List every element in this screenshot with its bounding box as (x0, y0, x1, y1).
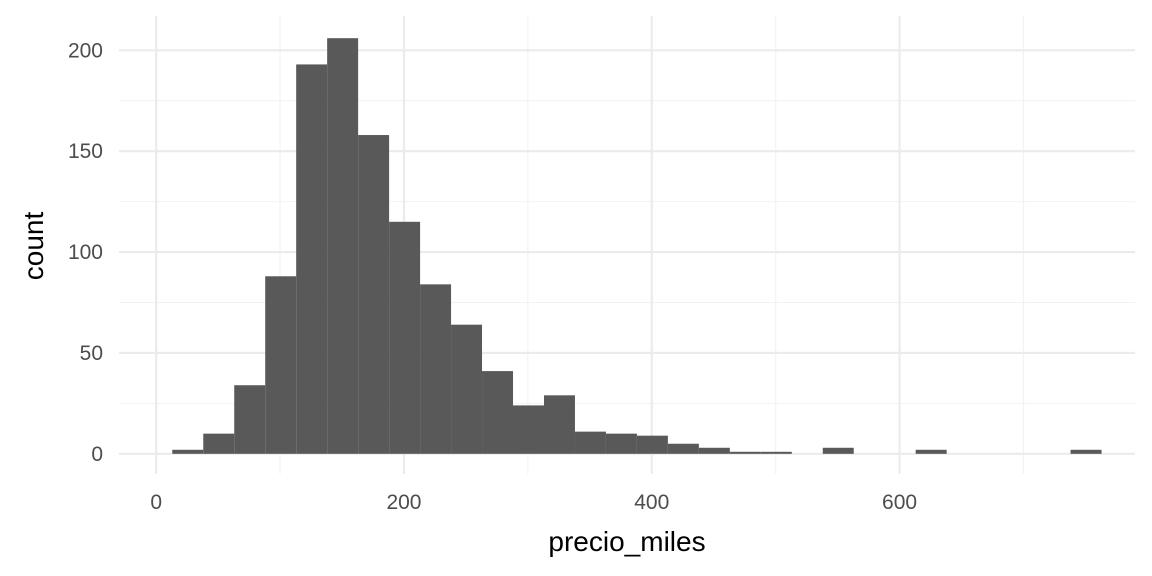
histogram-bar (760, 451, 792, 454)
histogram-bar (358, 135, 390, 454)
histogram-bar (605, 433, 637, 454)
histogram-bar (327, 38, 359, 454)
histogram-bar (172, 449, 204, 454)
histogram-bar (822, 447, 854, 454)
histogram-bar (451, 324, 483, 454)
histogram-bar (265, 276, 297, 454)
histogram-bar (203, 433, 235, 454)
histogram-bars (172, 38, 1102, 454)
histogram-bar (1070, 449, 1102, 454)
histogram-bar (698, 447, 730, 454)
x-tick-label: 400 (634, 491, 669, 514)
histogram-bar (636, 435, 668, 454)
histogram-bar (389, 221, 421, 454)
histogram-bar (667, 443, 699, 454)
x-tick-label: 200 (386, 491, 421, 514)
histogram-bar (513, 405, 544, 454)
x-tick-label: 600 (882, 491, 917, 514)
y-tick-label: 0 (91, 443, 103, 466)
histogram-bar (574, 431, 606, 454)
histogram-bar (915, 449, 947, 454)
y-tick-label: 200 (68, 39, 103, 62)
y-tick-label: 150 (68, 140, 103, 163)
y-tick-label: 50 (80, 342, 103, 365)
histogram-bar (543, 395, 575, 454)
y-axis-ticks: 0 50 100 150 200 (68, 39, 103, 466)
histogram-bar (729, 451, 761, 454)
histogram-bar (420, 284, 452, 454)
histogram-bar (482, 371, 514, 454)
x-tick-label: 0 (150, 491, 162, 514)
x-axis-ticks: 0 200 400 600 (150, 491, 917, 514)
histogram-bar (234, 385, 266, 454)
y-axis-title: count (18, 212, 49, 281)
y-tick-label: 100 (68, 241, 103, 264)
histogram-bar (296, 64, 328, 454)
x-axis-title: precio_miles (548, 526, 705, 557)
